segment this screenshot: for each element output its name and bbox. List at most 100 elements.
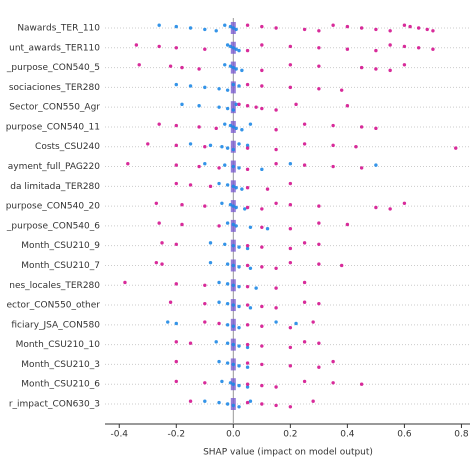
- shap-point: [260, 225, 264, 229]
- feature-label: Month_CSU210_7: [21, 261, 100, 271]
- shap-point: [240, 68, 244, 73]
- shap-point: [231, 204, 236, 208]
- shap-point: [311, 320, 315, 324]
- shap-point: [254, 105, 258, 109]
- shap-point: [168, 300, 173, 304]
- shap-point: [317, 64, 321, 68]
- shap-point: [345, 47, 350, 51]
- shap-point: [231, 147, 236, 152]
- shap-point: [214, 126, 218, 131]
- shap-point: [188, 142, 193, 146]
- shap-point: [374, 205, 378, 210]
- shap-point: [231, 46, 236, 50]
- shap-point: [265, 226, 270, 231]
- shap-point: [317, 262, 321, 266]
- shap-point: [402, 63, 407, 67]
- shap-point: [157, 23, 161, 27]
- dense-core: [230, 101, 236, 114]
- shap-point: [208, 260, 213, 265]
- shap-point: [260, 362, 264, 367]
- shap-point: [288, 226, 293, 231]
- shap-point: [157, 44, 161, 49]
- shap-point: [231, 243, 236, 248]
- shap-point: [160, 262, 164, 266]
- shap-point: [208, 184, 213, 189]
- shap-point: [231, 342, 236, 347]
- shap-point: [260, 383, 264, 388]
- x-tick-label: 0.4: [340, 430, 355, 440]
- shap-point: [234, 205, 238, 210]
- shap-point: [388, 29, 392, 33]
- shap-point: [240, 128, 244, 132]
- shap-point: [245, 345, 250, 350]
- shap-point: [234, 224, 238, 228]
- feature-label: Sector_CON550_Agr: [9, 103, 100, 113]
- shap-point: [231, 222, 236, 227]
- shap-point: [302, 379, 307, 384]
- shap-point: [231, 382, 236, 386]
- shap-point: [354, 145, 358, 149]
- feature-label: purpose_CON540_20: [6, 202, 101, 212]
- shap-point: [274, 128, 278, 132]
- shap-point: [217, 181, 221, 186]
- shap-point: [174, 181, 178, 186]
- shap-point: [225, 402, 230, 406]
- shap-point: [248, 225, 253, 229]
- shap-point: [174, 340, 178, 344]
- shap-point: [231, 403, 236, 408]
- shap-point: [339, 88, 344, 92]
- shap-point: [245, 23, 250, 27]
- shap-point: [217, 359, 221, 364]
- shap-point: [217, 105, 221, 109]
- shap-point: [345, 222, 350, 227]
- shap-point: [214, 29, 218, 33]
- shap-point: [245, 143, 250, 148]
- shap-point: [197, 164, 201, 169]
- feature-label: Month_CSU210_10: [16, 340, 101, 350]
- shap-point: [223, 63, 227, 67]
- feature-label: Month_CSU210_6: [21, 380, 100, 390]
- shap-point: [220, 379, 224, 384]
- shap-point: [225, 323, 230, 327]
- shap-point: [388, 43, 392, 47]
- shap-point: [203, 399, 207, 403]
- shap-point: [274, 320, 278, 324]
- shap-point: [168, 64, 173, 68]
- shap-point: [374, 126, 378, 131]
- shap-point: [274, 26, 278, 30]
- shap-point: [288, 203, 293, 207]
- shap-point: [260, 207, 264, 211]
- shap-point: [146, 142, 150, 146]
- shap-point: [288, 260, 293, 265]
- shap-point: [174, 123, 178, 128]
- shap-point: [225, 106, 230, 111]
- shap-point: [302, 241, 307, 245]
- shap-point: [225, 183, 230, 187]
- shap-point: [302, 300, 307, 304]
- shap-point: [231, 108, 236, 112]
- shap-point: [288, 63, 293, 67]
- shap-point: [180, 222, 184, 227]
- shap-point: [317, 221, 321, 225]
- shap-point: [188, 341, 193, 345]
- shap-point: [174, 46, 178, 50]
- shap-point: [231, 125, 236, 129]
- shap-point: [374, 67, 378, 71]
- shap-point: [157, 221, 161, 225]
- shap-point: [359, 26, 364, 30]
- shap-point: [166, 320, 170, 324]
- shap-point: [288, 181, 293, 186]
- shap-point: [237, 166, 241, 170]
- shap-point: [154, 201, 159, 206]
- shap-point: [231, 362, 236, 367]
- shap-point: [180, 65, 184, 70]
- shap-point: [208, 143, 213, 148]
- shap-point: [245, 167, 250, 172]
- x-tick-label: -0.4: [110, 430, 128, 440]
- shap-point: [188, 26, 193, 30]
- shap-point: [431, 47, 435, 51]
- shap-point: [208, 241, 213, 245]
- shap-point: [203, 320, 207, 324]
- shap-point: [302, 122, 307, 126]
- shap-point: [317, 365, 321, 369]
